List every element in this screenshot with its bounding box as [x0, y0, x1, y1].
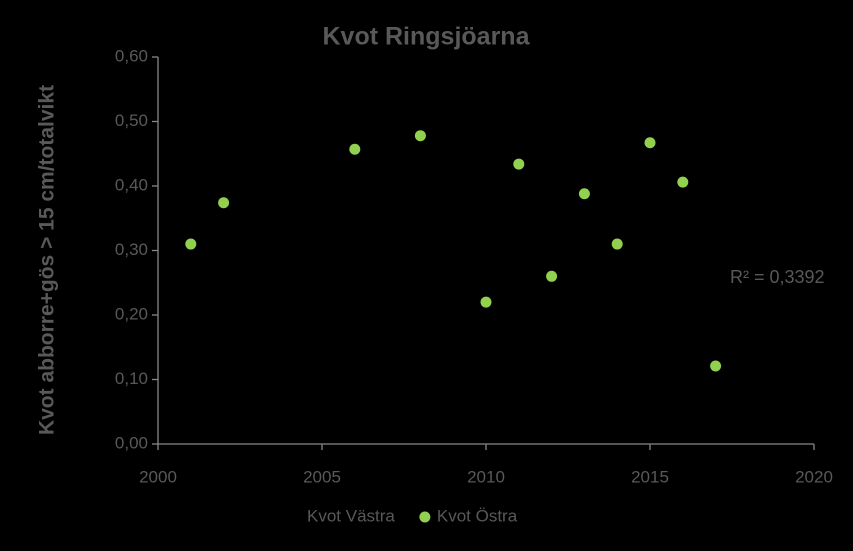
point — [677, 176, 689, 188]
point — [218, 197, 230, 209]
point — [185, 238, 197, 250]
point — [349, 143, 361, 155]
x-tick-label: 2000 — [139, 467, 177, 486]
point — [611, 238, 623, 250]
y-axis-label: Kvot abborre+gös > 15 cm/totalvikt — [36, 85, 59, 435]
chart-title: Kvot Ringsjöarna — [323, 23, 531, 51]
point — [480, 296, 492, 308]
y-tick-label: 0,40 — [115, 175, 148, 194]
point — [710, 360, 722, 372]
point — [578, 188, 590, 200]
y-tick-label: 0,60 — [115, 46, 148, 65]
legend-label: Kvot Östra — [437, 506, 518, 525]
y-tick-label: 0,20 — [115, 304, 148, 323]
y-tick-label: 0,50 — [115, 111, 148, 130]
legend-label: Kvot Västra — [307, 506, 395, 525]
x-tick-label: 2010 — [467, 467, 505, 486]
x-tick-label: 2020 — [795, 467, 833, 486]
y-tick-label: 0,10 — [115, 369, 148, 388]
point — [414, 130, 426, 142]
y-tick-label: 0,00 — [115, 433, 148, 452]
point — [513, 158, 525, 170]
y-tick-label: 0,30 — [115, 240, 148, 259]
legend-marker — [419, 511, 431, 523]
annotation: R² = 0,3392 — [730, 267, 825, 287]
point — [546, 270, 558, 282]
point — [644, 137, 656, 149]
x-tick-label: 2015 — [631, 467, 669, 486]
x-tick-label: 2005 — [303, 467, 341, 486]
